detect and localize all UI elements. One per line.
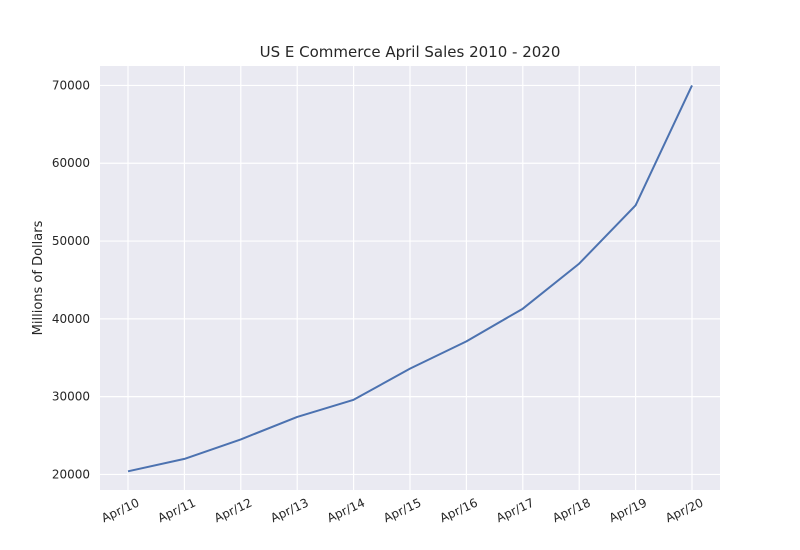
y-tick-label: 60000 [52,156,90,170]
y-axis-label: Millions of Dollars [31,220,46,335]
x-tick-label: Apr/19 [607,496,649,526]
y-tick-labels: 20000 30000 40000 50000 60000 70000 [52,78,90,481]
x-tick-label: Apr/14 [325,496,367,526]
y-tick-label: 50000 [52,234,90,248]
x-tick-label: Apr/18 [550,496,592,526]
series-line [127,84,693,473]
grid-lines [100,66,720,490]
chart-title: US E Commerce April Sales 2010 - 2020 [260,43,561,61]
x-tick-label: Apr/13 [268,496,310,526]
y-tick-label: 30000 [52,390,90,404]
x-tick-label: Apr/20 [663,496,705,526]
x-tick-label: Apr/17 [494,496,536,526]
x-tick-label: Apr/12 [212,496,254,526]
y-tick-label: 70000 [52,78,90,92]
y-tick-label: 40000 [52,312,90,326]
x-tick-label: Apr/10 [99,496,141,526]
x-tick-label: Apr/16 [438,496,480,526]
x-tick-label: Apr/15 [381,496,423,526]
y-tick-label: 20000 [52,467,90,481]
x-tick-label: Apr/11 [156,496,198,526]
x-tick-labels: Apr/10 Apr/11 Apr/12 Apr/13 Apr/14 Apr/15 Apr/… [99,496,705,526]
